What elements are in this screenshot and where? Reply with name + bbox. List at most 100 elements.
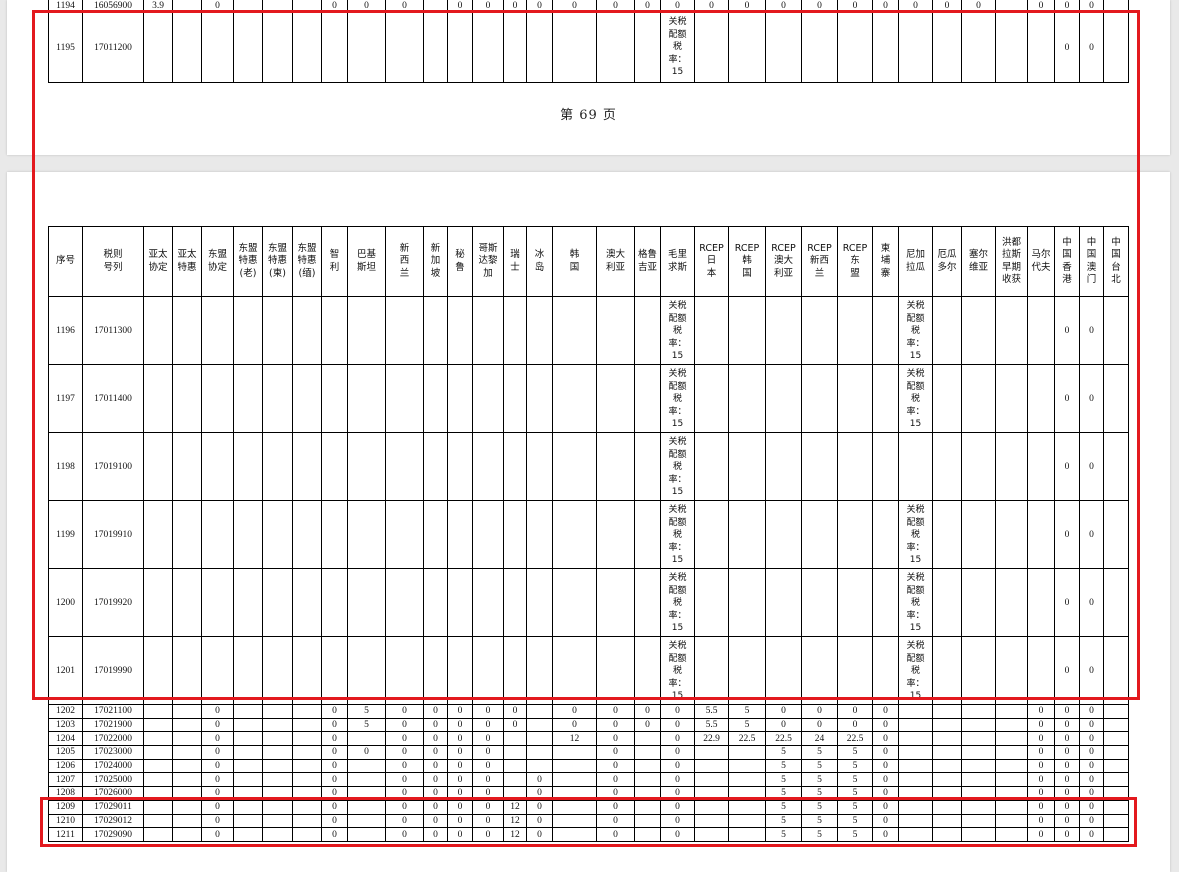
- rate-cell: [321, 12, 348, 83]
- rate-cell: [385, 364, 424, 433]
- rate-cell: [1103, 731, 1129, 747]
- rate-cell: [961, 296, 996, 365]
- rate-cell: [292, 799, 322, 815]
- rate-cell: 0: [472, 827, 504, 842]
- rate-cell: 12: [503, 813, 527, 829]
- rate-cell: [837, 432, 873, 501]
- rate-cell: 0: [765, 0, 802, 13]
- rate-cell: [447, 364, 473, 433]
- table-row: 1201 17019990 关税 配额 税 率： 15 关税 配额 税 率： 15 0 0: [48, 636, 1129, 705]
- rate-cell: [143, 704, 173, 719]
- column-header: 厄瓜 多尔: [932, 226, 962, 297]
- rate-cell: 0: [1054, 364, 1080, 433]
- rate-cell: [526, 745, 553, 760]
- rate-cell: [552, 786, 597, 801]
- rate-cell: 0: [1079, 813, 1104, 829]
- rate-cell: [872, 432, 899, 501]
- rate-cell: 0: [347, 0, 386, 13]
- rate-cell: [347, 731, 386, 747]
- rate-cell: [961, 717, 996, 733]
- rate-cell: [1103, 12, 1129, 83]
- rate-cell: 0: [872, 731, 899, 747]
- rate-cell: [1103, 745, 1129, 760]
- rate-cell: 0: [596, 827, 635, 842]
- column-header: RCEP 新西 兰: [801, 226, 838, 297]
- column-header: 巴基 斯坦: [347, 226, 386, 297]
- rate-cell: 0: [447, 704, 473, 719]
- rate-cell: [262, 12, 293, 83]
- rate-cell: [728, 296, 766, 365]
- rate-cell: 0: [1079, 827, 1104, 842]
- rate-cell: 0: [1054, 717, 1080, 733]
- rate-cell: [837, 500, 873, 569]
- rate-cell: [995, 568, 1028, 637]
- rate-cell: [262, 758, 293, 774]
- rate-cell: 0: [1054, 786, 1080, 801]
- rate-cell: [872, 296, 899, 365]
- rate-cell: [801, 364, 838, 433]
- rate-cell: 5: [728, 717, 766, 733]
- rate-cell: [932, 432, 962, 501]
- rate-cell: 关税 配额 税 率： 15: [660, 364, 695, 433]
- rate-cell: [872, 636, 899, 705]
- rate-cell: [233, 827, 263, 842]
- rate-cell: [472, 12, 504, 83]
- column-header: 柬 埔 寨: [872, 226, 899, 297]
- rate-cell: [1103, 799, 1129, 815]
- table-row: 1204 17022000 0 0 0 0 0 0 12 0 0 22.9 22.5 22.5 24 22.5…: [48, 731, 1129, 747]
- rate-cell: 5: [765, 772, 802, 788]
- rate-cell: [872, 12, 899, 83]
- rate-cell: 0: [1054, 758, 1080, 774]
- rate-cell: 0: [1079, 704, 1104, 719]
- rate-cell: 0: [1079, 745, 1104, 760]
- rate-cell: 0: [1054, 799, 1080, 815]
- rate-cell: [932, 772, 962, 788]
- rate-cell: [552, 500, 597, 569]
- column-header: 中 国 澳 门: [1079, 226, 1104, 297]
- rate-cell: [898, 745, 933, 760]
- rate-cell: 0: [1054, 432, 1080, 501]
- rate-cell: 22.5: [837, 731, 873, 747]
- rate-cell: [233, 12, 263, 83]
- rate-cell: [634, 799, 661, 815]
- rate-cell: [801, 568, 838, 637]
- rate-cell: 0: [423, 827, 448, 842]
- column-header: 瑞 士: [503, 226, 527, 297]
- rate-cell: [694, 745, 729, 760]
- rate-cell: [961, 704, 996, 719]
- rate-cell: 0: [447, 772, 473, 788]
- rate-cell: 5: [728, 704, 766, 719]
- column-header: 智 利: [321, 226, 348, 297]
- rate-cell: 0: [1079, 758, 1104, 774]
- rate-cell: 0: [472, 731, 504, 747]
- row-number-cell: 1210: [48, 813, 83, 829]
- rate-cell: [321, 636, 348, 705]
- rate-cell: [143, 745, 173, 760]
- rate-cell: [172, 813, 202, 829]
- rate-cell: [1103, 813, 1129, 829]
- rate-cell: 0: [385, 758, 424, 774]
- rate-cell: 0: [472, 717, 504, 733]
- rate-cell: 5: [801, 813, 838, 829]
- rate-cell: 0: [1027, 827, 1055, 842]
- rate-cell: [634, 772, 661, 788]
- rate-cell: [728, 568, 766, 637]
- rate-cell: 5: [765, 799, 802, 815]
- rate-cell: [423, 636, 448, 705]
- rate-cell: 5: [765, 758, 802, 774]
- rate-cell: 0: [1054, 12, 1080, 83]
- rate-cell: [503, 12, 527, 83]
- table-row: 1211 17029090 0 0 0 0 0 0 12 0 0 0 5 5 5 0 0 0 0: [48, 827, 1129, 842]
- rate-cell: 0: [1079, 799, 1104, 815]
- rate-cell: [503, 758, 527, 774]
- rate-cell: [233, 432, 263, 501]
- rate-cell: 0: [447, 799, 473, 815]
- tariff-code-cell: 17025000: [82, 772, 144, 788]
- rate-cell: 0: [472, 786, 504, 801]
- table-header-row: 序号 税则 号列 亚太 协定 亚太 特惠 东盟 协定 东盟 特惠 (老) 东盟 特惠 (柬)…: [48, 226, 1129, 297]
- rate-cell: [961, 731, 996, 747]
- rate-cell: 5.5: [694, 717, 729, 733]
- rate-cell: [503, 568, 527, 637]
- rate-cell: [262, 731, 293, 747]
- rate-cell: 0: [1054, 827, 1080, 842]
